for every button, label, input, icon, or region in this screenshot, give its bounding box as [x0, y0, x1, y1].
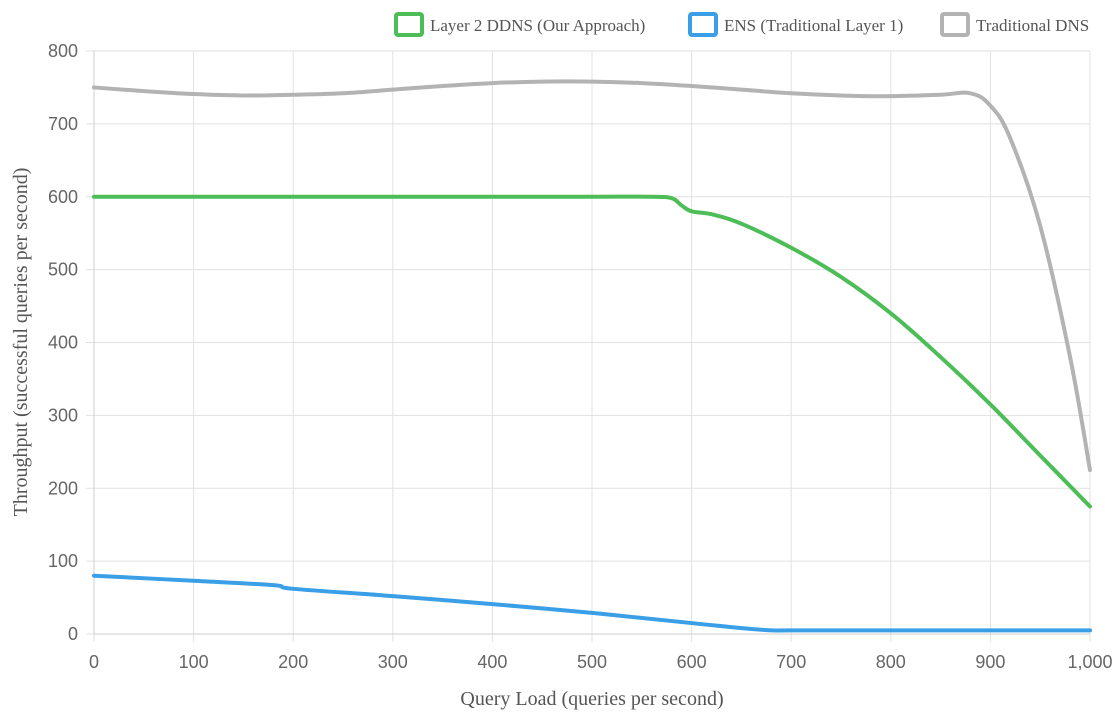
x-tick-label: 1,000	[1067, 652, 1112, 672]
x-tick-label: 600	[677, 652, 707, 672]
series-lines	[92, 79, 1092, 633]
x-tick-label: 100	[179, 652, 209, 672]
x-axis-title: Query Load (queries per second)	[460, 688, 723, 710]
x-tick-label: 0	[89, 652, 99, 672]
series-line-traditional-dns	[92, 79, 1092, 473]
legend-label: ENS (Traditional Layer 1)	[724, 16, 903, 35]
y-tick-label: 0	[68, 624, 78, 644]
grid	[86, 50, 1091, 642]
y-tick-label: 700	[48, 114, 78, 134]
y-tick-label: 600	[48, 187, 78, 207]
y-axis-title: Throughput (successful queries per secon…	[10, 168, 32, 517]
x-tick-label: 700	[776, 652, 806, 672]
series-line-ens	[92, 573, 1092, 633]
y-tick-label: 100	[48, 551, 78, 571]
legend-item-traditional-dns[interactable]: Traditional DNS	[940, 12, 1089, 37]
x-tick-label: 900	[975, 652, 1005, 672]
legend-item-ens[interactable]: ENS (Traditional Layer 1)	[688, 12, 903, 37]
legend-swatch	[688, 12, 718, 37]
legend-label: Layer 2 DDNS (Our Approach)	[430, 16, 645, 35]
legend-label: Traditional DNS	[976, 16, 1089, 35]
legend-item-layer2-ddns[interactable]: Layer 2 DDNS (Our Approach)	[394, 12, 645, 37]
legend-swatch	[394, 12, 424, 37]
axes: 0 100 200 300 400 500 600 700 800 900 1,000 0 100 200…	[48, 41, 1113, 672]
x-tick-label: 200	[278, 652, 308, 672]
legend: Layer 2 DDNS (Our Approach) ENS (Traditio…	[394, 12, 1089, 37]
legend-swatch	[940, 12, 970, 37]
x-tick-label: 800	[876, 652, 906, 672]
x-tick-label: 300	[378, 652, 408, 672]
y-tick-label: 800	[48, 41, 78, 61]
y-tick-label: 500	[48, 260, 78, 280]
y-tick-label: 300	[48, 405, 78, 425]
y-tick-label: 200	[48, 478, 78, 498]
y-tick-label: 400	[48, 333, 78, 353]
x-tick-label: 400	[477, 652, 507, 672]
x-tick-label: 500	[577, 652, 607, 672]
series-line-layer2-ddns	[92, 194, 1092, 509]
